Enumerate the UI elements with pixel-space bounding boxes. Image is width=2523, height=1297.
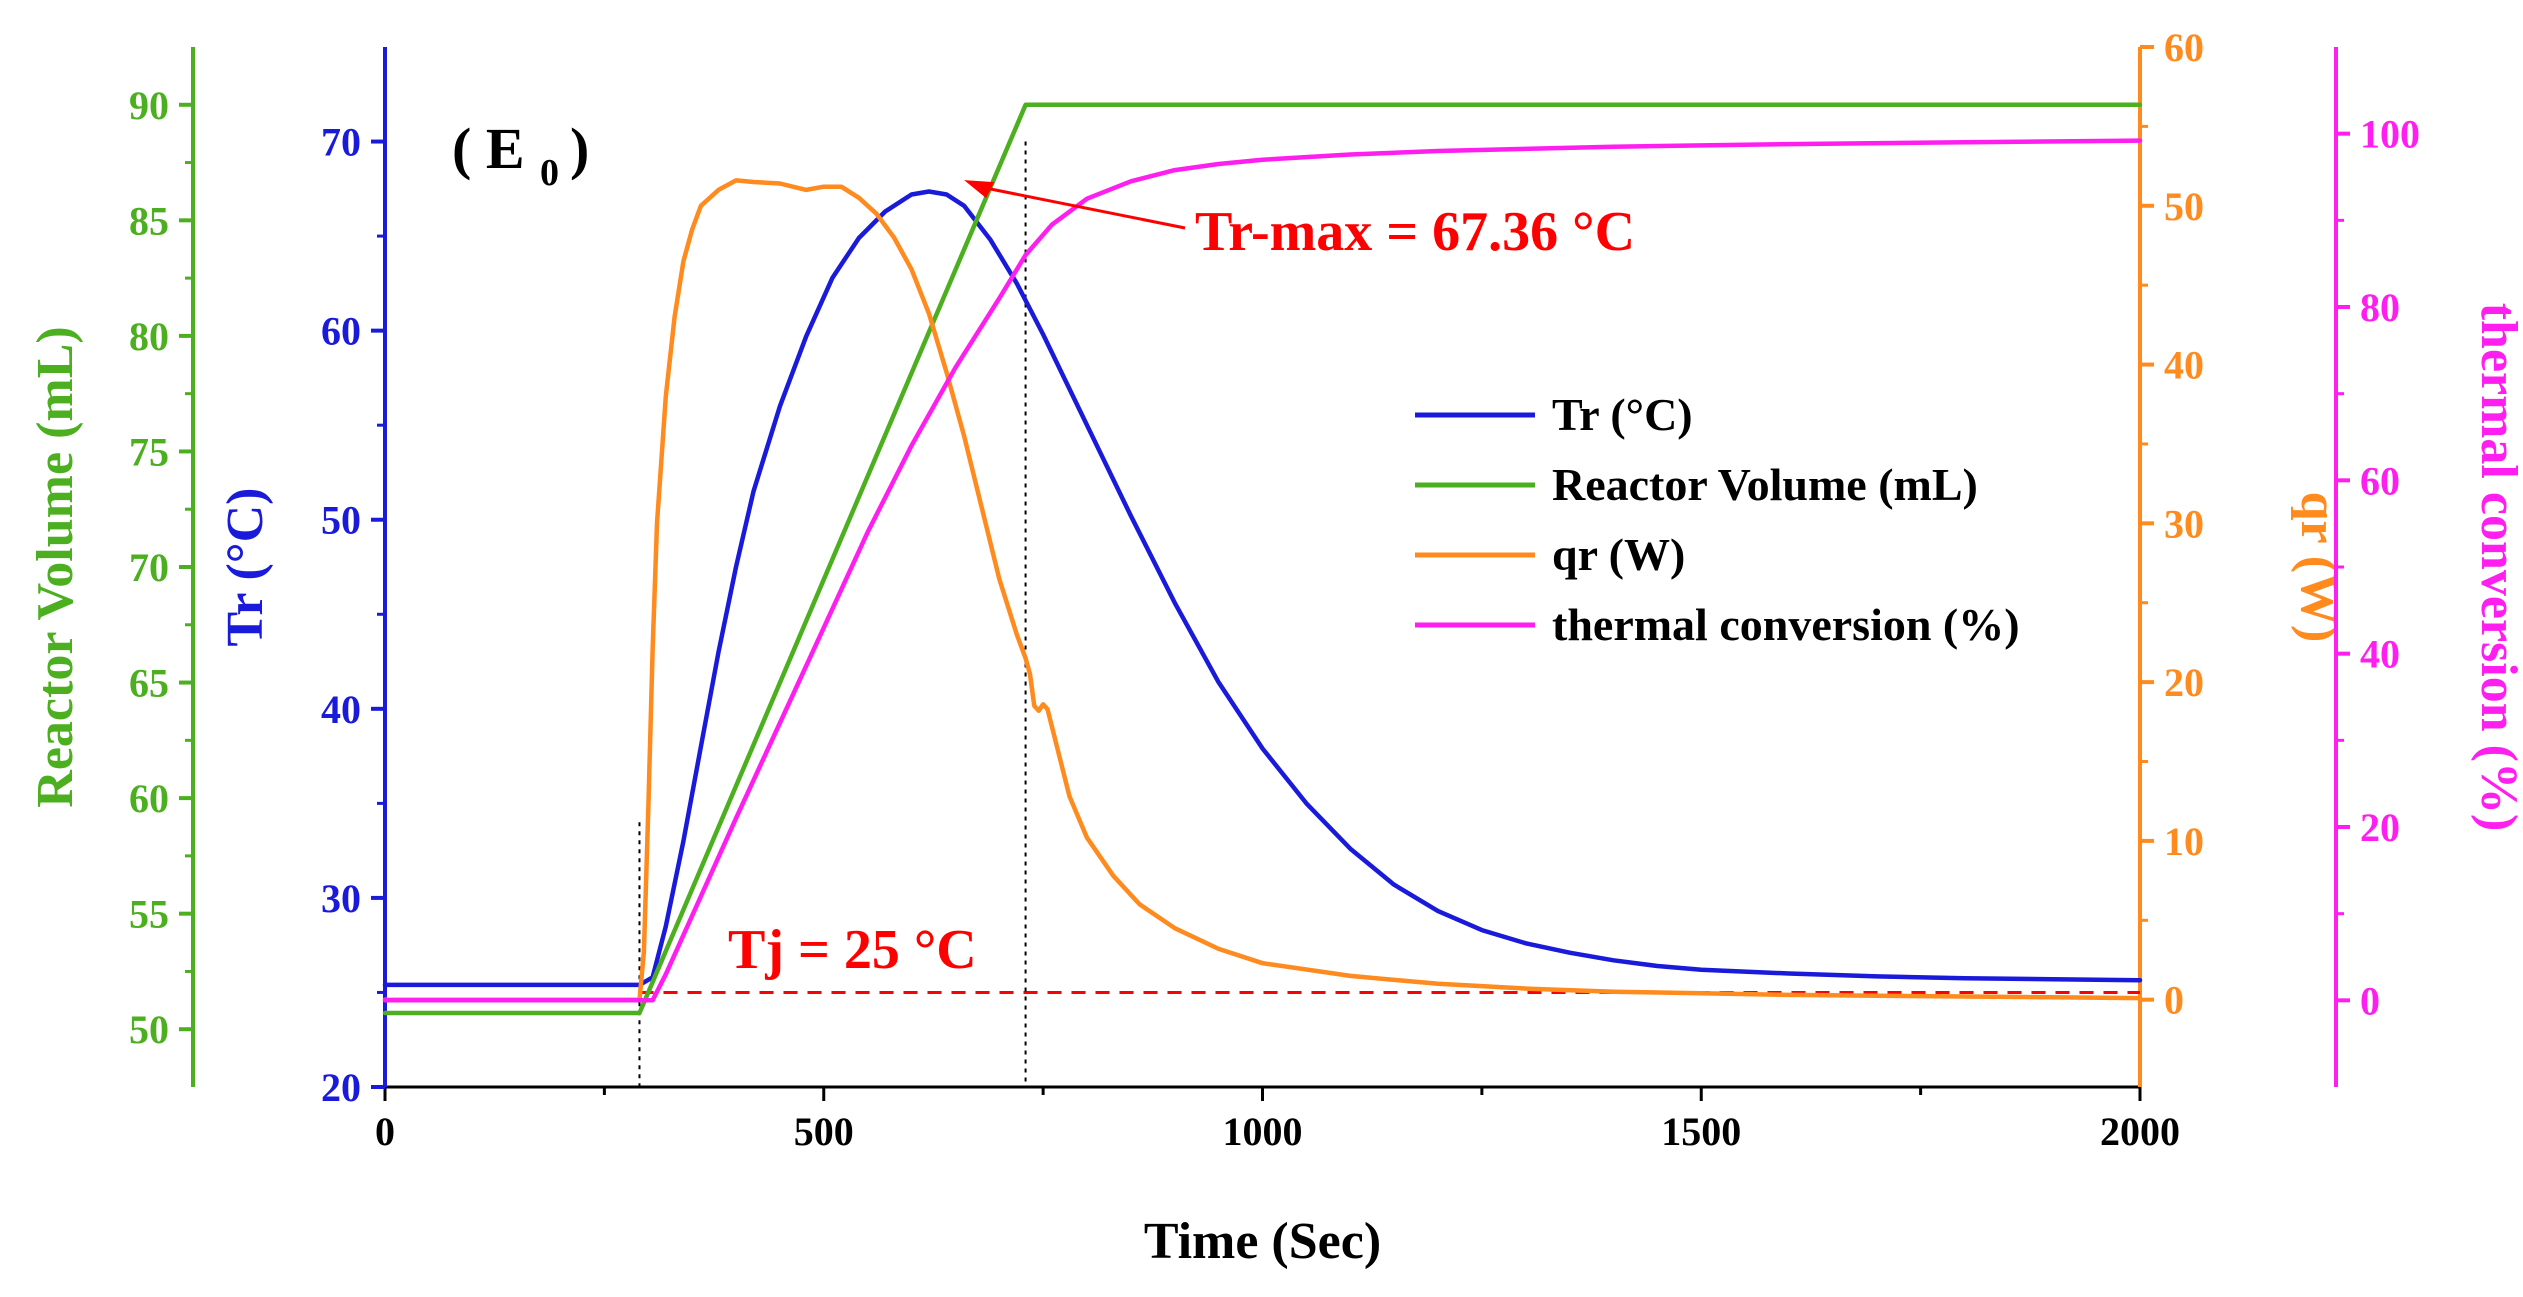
qr-tick-label: 30 (2164, 501, 2204, 546)
reference-lines-group (638, 141, 2140, 1087)
x-tick-label: 0 (375, 1109, 395, 1154)
volume-tick-label: 65 (129, 661, 169, 706)
panel-label: ( E (452, 116, 525, 181)
tj-annotation: Tj = 25 °C (728, 919, 977, 981)
qr-tick-label: 50 (2164, 184, 2204, 229)
tr-axis-title: Tr (°C) (217, 488, 274, 647)
tr-tick-label: 40 (321, 687, 361, 732)
volume-axis-title: Reactor Volume (mL) (27, 326, 84, 807)
legend-label-0: Tr (°C) (1552, 389, 1693, 440)
tr-tick-label: 70 (321, 120, 361, 165)
volume-tick-label: 50 (129, 1007, 169, 1052)
legend: Tr (°C) Reactor Volume (mL) qr (W) thermal … (1415, 389, 2020, 650)
qr-tick-label: 10 (2164, 819, 2204, 864)
panel-label-close: ) (570, 116, 589, 181)
conversion-tick-label: 80 (2360, 285, 2400, 330)
conversion-tick-label: 0 (2360, 978, 2380, 1023)
qr-tick-label: 60 (2164, 25, 2204, 70)
volume-tick-label: 75 (129, 429, 169, 474)
x-tick-label: 500 (794, 1109, 854, 1154)
series-line-2 (382, 178, 2143, 1002)
conversion-tick-label: 20 (2360, 805, 2400, 850)
tr-tick-label: 20 (321, 1065, 361, 1110)
series-line-0 (382, 189, 2143, 988)
tr-max-arrow-head (964, 180, 995, 199)
volume-tick-label: 70 (129, 545, 169, 590)
volume-tick-label: 60 (129, 776, 169, 821)
conversion-tick-label: 60 (2360, 458, 2400, 503)
tr-tick-label: 30 (321, 876, 361, 921)
qr-tick-label: 0 (2164, 978, 2184, 1023)
qr-tick-label: 40 (2164, 343, 2204, 388)
series-line-3 (382, 138, 2143, 1003)
tr-tick-label: 50 (321, 498, 361, 543)
legend-label-2: qr (W) (1552, 529, 1685, 580)
series-line-1 (382, 102, 2143, 1016)
annotations-group: ( E 0) Tr-max = 67.36 °C Tj = 25 °C (452, 116, 1635, 981)
volume-tick-label: 90 (129, 83, 169, 128)
x-axis-title: Time (Sec) (1144, 1213, 1381, 1270)
tr-max-annotation: Tr-max = 67.36 °C (1195, 201, 1635, 263)
qr-tick-label: 20 (2164, 660, 2204, 705)
series-group (382, 102, 2143, 1016)
panel-label-subscript: 0 (540, 152, 559, 194)
legend-label-3: thermal conversion (%) (1552, 599, 2020, 650)
legend-label-1: Reactor Volume (mL) (1552, 459, 1978, 510)
tr-tick-label: 60 (321, 309, 361, 354)
volume-tick-label: 85 (129, 198, 169, 243)
x-tick-label: 2000 (2100, 1109, 2180, 1154)
tr-max-arrow-line (975, 184, 1186, 230)
conversion-tick-label: 40 (2360, 632, 2400, 677)
conversion-axis-title: thermal conversion (%) (2470, 303, 2523, 832)
x-tick-label: 1500 (1661, 1109, 1741, 1154)
volume-tick-label: 80 (129, 314, 169, 359)
conversion-tick-label: 100 (2360, 112, 2420, 157)
x-tick-label: 1000 (1223, 1109, 1303, 1154)
volume-tick-label: 55 (129, 892, 169, 937)
